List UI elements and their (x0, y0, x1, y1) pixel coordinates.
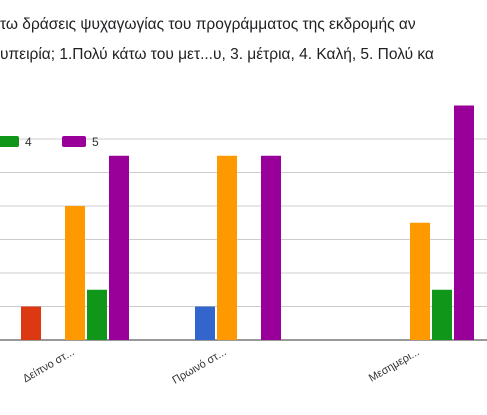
bar-5-2 (261, 155, 281, 340)
bar-5-3 (454, 105, 474, 340)
legend-label-4: 4 (25, 135, 32, 149)
x-tick-label: Δείπνο στ... (21, 346, 77, 385)
bar-2-1 (21, 306, 41, 340)
legend-swatch-4 (0, 136, 19, 147)
bar-4-3 (432, 289, 452, 340)
bar-3-1 (65, 206, 85, 340)
bar-1-2 (195, 306, 215, 340)
x-tick-label: Μεσημερι... (367, 346, 422, 384)
chart-title-line-1: τω δράσεις ψυχαγωγίας του προγράμματος τ… (0, 16, 416, 33)
bar-4-1 (87, 289, 107, 340)
chart-title-line-2: υπειρία; 1.Πολύ κάτω του μετ...υ, 3. μέτ… (0, 46, 434, 63)
legend-swatch-5 (62, 136, 86, 147)
legend-label-5: 5 (92, 135, 99, 149)
bar-5-1 (109, 155, 129, 340)
x-tick-label: Πρωινό στ... (170, 346, 228, 387)
bar-3-2 (217, 155, 237, 340)
bar-3-3 (410, 222, 430, 340)
